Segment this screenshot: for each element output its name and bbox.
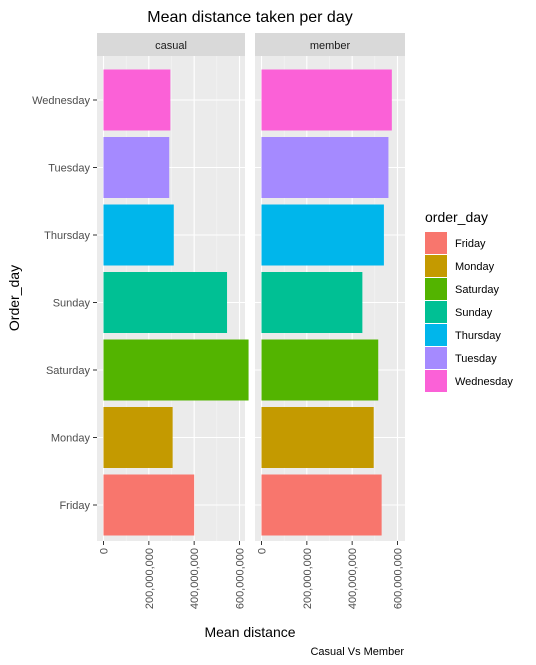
bar-member-thursday [261,204,384,266]
legend-swatch-sunday [425,301,447,323]
x-tick-label: 200,000,000 [302,548,314,609]
legend-swatch-wednesday [425,370,447,392]
bar-member-monday [261,407,374,468]
facet-strip-label: casual [155,40,187,52]
legend: order_day Friday Monday Saturday Sunday Thurs… [425,209,513,392]
facet-strip-label: member [310,40,351,52]
legend-swatch-monday [425,255,447,277]
bar-member-sunday [261,272,363,333]
y-tick-label: Friday [59,500,90,512]
facet-strip [97,33,245,56]
legend-label: Wednesday [455,376,513,388]
x-tick-label: 600,000,000 [393,548,405,609]
x-tick-label: 0 [257,548,269,554]
y-axis-title: Order_day [6,265,22,331]
y-tick-label: Thursday [44,230,90,242]
legend-title: order_day [425,209,488,225]
legend-label: Thursday [455,330,501,342]
y-tick-label: Saturday [46,365,91,377]
x-tick-label: 400,000,000 [189,548,201,609]
chart-title: Mean distance taken per day [147,9,352,26]
x-tick-label: 200,000,000 [144,548,156,609]
bar-casual-wednesday [103,69,171,131]
legend-label: Friday [455,238,486,250]
legend-label: Saturday [455,284,500,296]
bar-casual-thursday [103,204,174,266]
legend-label: Monday [455,261,495,273]
facet-member: member 0 200,000,000 400,000,000 600,000,000 [255,33,405,609]
y-tick-label: Tuesday [48,163,90,175]
x-tick-label: 400,000,000 [347,548,359,609]
y-axis: Friday Monday Saturday Sunday Thursday Tuesda… [32,95,97,512]
bar-member-wednesday [261,69,392,131]
bar-casual-tuesday [103,137,170,198]
facet-panels: casual 0 200,000,000 400,000,000 600,000,000… [97,33,405,609]
legend-label: Sunday [455,307,493,319]
legend-label: Tuesday [455,353,497,365]
bar-casual-monday [103,407,173,468]
facet-strip [255,33,405,56]
y-tick-label: Monday [51,433,91,445]
x-axis-title: Mean distance [204,624,295,640]
bar-member-friday [261,474,382,536]
bar-member-tuesday [261,137,389,198]
x-tick-label: 0 [99,548,111,554]
legend-swatch-saturday [425,278,447,300]
legend-swatch-tuesday [425,347,447,369]
x-tick-label: 600,000,000 [235,548,247,609]
caption: Casual Vs Member [310,646,404,658]
legend-swatch-friday [425,232,447,254]
bar-casual-sunday [103,272,228,333]
facet-casual: casual 0 200,000,000 400,000,000 600,000,000 [97,33,249,609]
bar-casual-friday [103,474,195,536]
y-tick-label: Sunday [53,298,91,310]
legend-swatch-thursday [425,324,447,346]
bar-casual-saturday [103,339,249,401]
y-tick-label: Wednesday [32,95,90,107]
bar-member-saturday [261,339,379,401]
